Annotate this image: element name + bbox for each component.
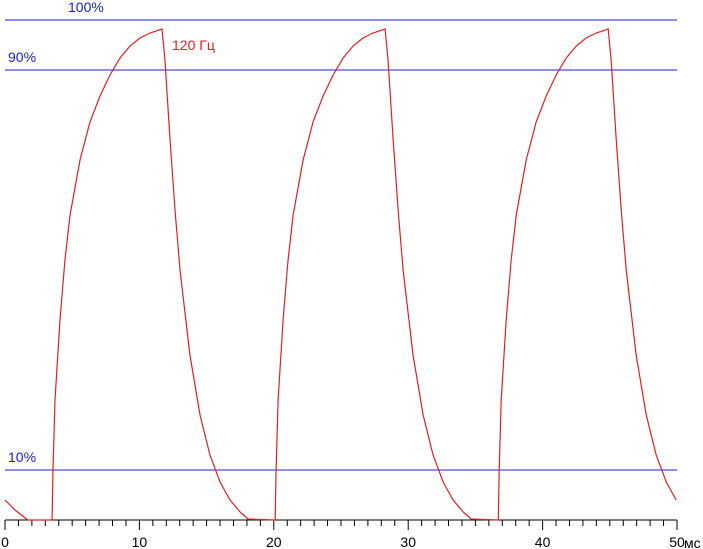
- series-line: [4, 28, 677, 521]
- x-tick-label: 20: [266, 534, 282, 549]
- x-tick-label: 50: [669, 534, 685, 549]
- y-tick-label: 90%: [8, 49, 36, 65]
- x-tick-label: 10: [132, 534, 148, 549]
- x-axis-label: мс: [684, 535, 701, 549]
- y-tick-label: 10%: [8, 449, 36, 465]
- x-tick-label: 0: [1, 534, 9, 549]
- x-tick-label: 30: [400, 534, 416, 549]
- y-tick-label: 100%: [68, 0, 104, 15]
- x-tick-label: 40: [535, 534, 551, 549]
- series-label: 120 Гц: [172, 37, 215, 53]
